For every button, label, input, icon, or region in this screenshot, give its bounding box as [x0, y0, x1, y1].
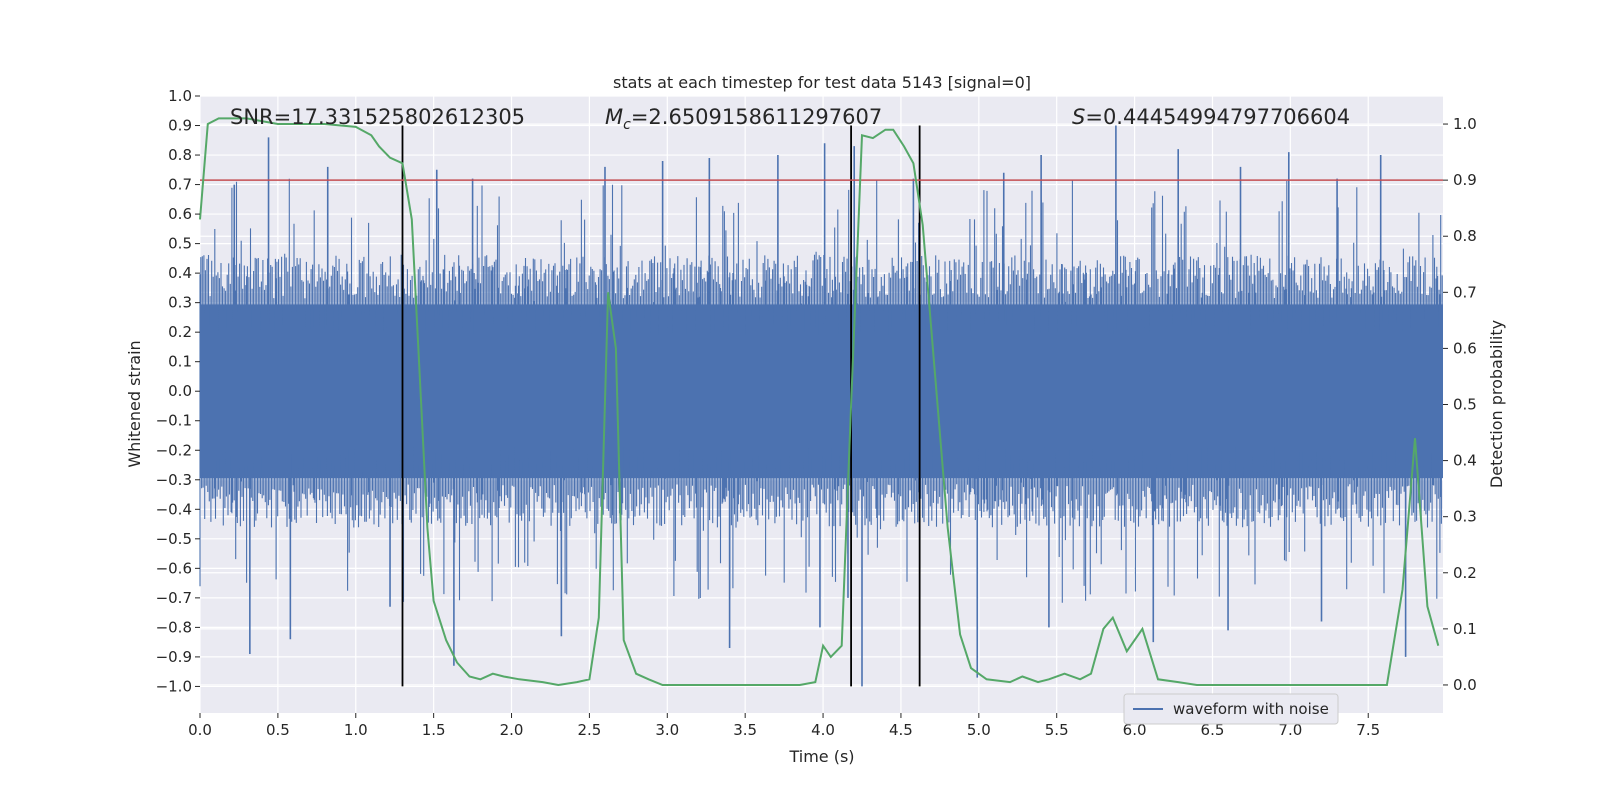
- s-value: =0.44454994797706604: [1085, 105, 1350, 129]
- x-tick-label: 3.5: [733, 721, 757, 739]
- waveform-series: [199, 125, 1443, 687]
- waveform-trace: [199, 178, 1443, 603]
- x-tick-label: 6.0: [1123, 721, 1147, 739]
- legend-box: [1123, 693, 1339, 725]
- probability-line: [199, 117, 1440, 687]
- y-tick-label: −0.4: [156, 500, 192, 518]
- y-tick-label: −0.8: [156, 618, 192, 636]
- y2-tick-label: 0.1: [1453, 620, 1477, 638]
- x-tick-label: 5.0: [967, 721, 991, 739]
- y-tick-label: 0.5: [168, 235, 192, 253]
- y-tick-label: 0.8: [168, 146, 192, 164]
- y-tick-label: 0.2: [168, 323, 192, 341]
- y-axis-label: Whitened strain: [125, 340, 144, 467]
- x-tick-label: 7.0: [1278, 721, 1302, 739]
- s-symbol: S: [1072, 105, 1085, 129]
- y2-axis-ticks: 1.0 0.9 0.8 0.7 0.6 0.5 0.4 0.3 0.2 0.1 0.0: [1443, 115, 1477, 694]
- x-tick-label: 4.0: [811, 721, 835, 739]
- y-tick-label: 0.0: [168, 382, 192, 400]
- legend-label: waveform with noise: [1173, 700, 1329, 718]
- y2-tick-label: 0.8: [1453, 227, 1477, 245]
- y-tick-label: −0.6: [156, 559, 192, 577]
- s-annotation: S=0.44454994797706604: [1072, 105, 1350, 129]
- y-tick-label: −0.7: [156, 589, 192, 607]
- chirp-mass-annotation: Mc=2.6509158611297607: [605, 105, 882, 133]
- x-tick-label: 2.5: [577, 721, 601, 739]
- y-tick-label: −0.1: [156, 412, 192, 430]
- x-tick-label: 0.5: [266, 721, 290, 739]
- y2-tick-label: 0.7: [1453, 283, 1477, 301]
- chirp-mass-symbol: M: [605, 105, 623, 129]
- chirp-mass-value: =2.6509158611297607: [631, 105, 882, 129]
- y-tick-label: 0.4: [168, 264, 192, 282]
- y2-axis-label: Detection probability: [1487, 320, 1506, 488]
- y2-tick-label: 0.9: [1453, 171, 1477, 189]
- x-tick-label: 1.5: [422, 721, 446, 739]
- legend: waveform with noise: [1123, 693, 1339, 725]
- y-tick-label: −0.9: [156, 648, 192, 666]
- x-tick-label: 7.5: [1356, 721, 1380, 739]
- y2-tick-label: 0.4: [1453, 452, 1477, 470]
- x-tick-label: 0.0: [188, 721, 212, 739]
- y-tick-label: 0.9: [168, 117, 192, 135]
- x-tick-label: 2.0: [500, 721, 524, 739]
- y2-tick-label: 0.3: [1453, 508, 1477, 526]
- y2-tick-label: 0.5: [1453, 396, 1477, 414]
- x-tick-label: 4.5: [889, 721, 913, 739]
- x-tick-label: 3.0: [655, 721, 679, 739]
- y-tick-label: −1.0: [156, 677, 192, 695]
- y2-tick-label: 1.0: [1453, 115, 1477, 133]
- x-axis-ticks: 0.0 0.5 1.0 1.5 2.0 2.5 3.0 3.5 4.0 4.5 5.0 5.5 6.0 6…: [188, 713, 1380, 739]
- y2-tick-label: 0.6: [1453, 339, 1477, 357]
- y-tick-label: −0.2: [156, 441, 192, 459]
- y-axis-ticks: 1.0 0.9 0.8 0.7 0.6 0.5 0.4 0.3 0.2 0.1 0.0 −0.1 −0.…: [156, 87, 200, 695]
- x-tick-label: 1.0: [344, 721, 368, 739]
- y-tick-label: 0.6: [168, 205, 192, 223]
- y2-tick-label: 0.2: [1453, 564, 1477, 582]
- chart-title: stats at each timestep for test data 514…: [613, 73, 1031, 92]
- y-tick-label: 1.0: [168, 87, 192, 105]
- chirp-mass-subscript: c: [623, 117, 631, 133]
- x-tick-label: 6.5: [1201, 721, 1225, 739]
- x-tick-label: 5.5: [1045, 721, 1069, 739]
- probability-series: [199, 117, 1440, 687]
- snr-annotation: SNR=17.331525802612305: [230, 105, 525, 129]
- y2-tick-label: 0.0: [1453, 676, 1477, 694]
- y-tick-label: −0.5: [156, 530, 192, 548]
- y-tick-label: 0.1: [168, 353, 192, 371]
- y-tick-label: 0.3: [168, 294, 192, 312]
- y-tick-label: −0.3: [156, 471, 192, 489]
- y-tick-label: 0.7: [168, 176, 192, 194]
- x-axis-label: Time (s): [788, 747, 854, 766]
